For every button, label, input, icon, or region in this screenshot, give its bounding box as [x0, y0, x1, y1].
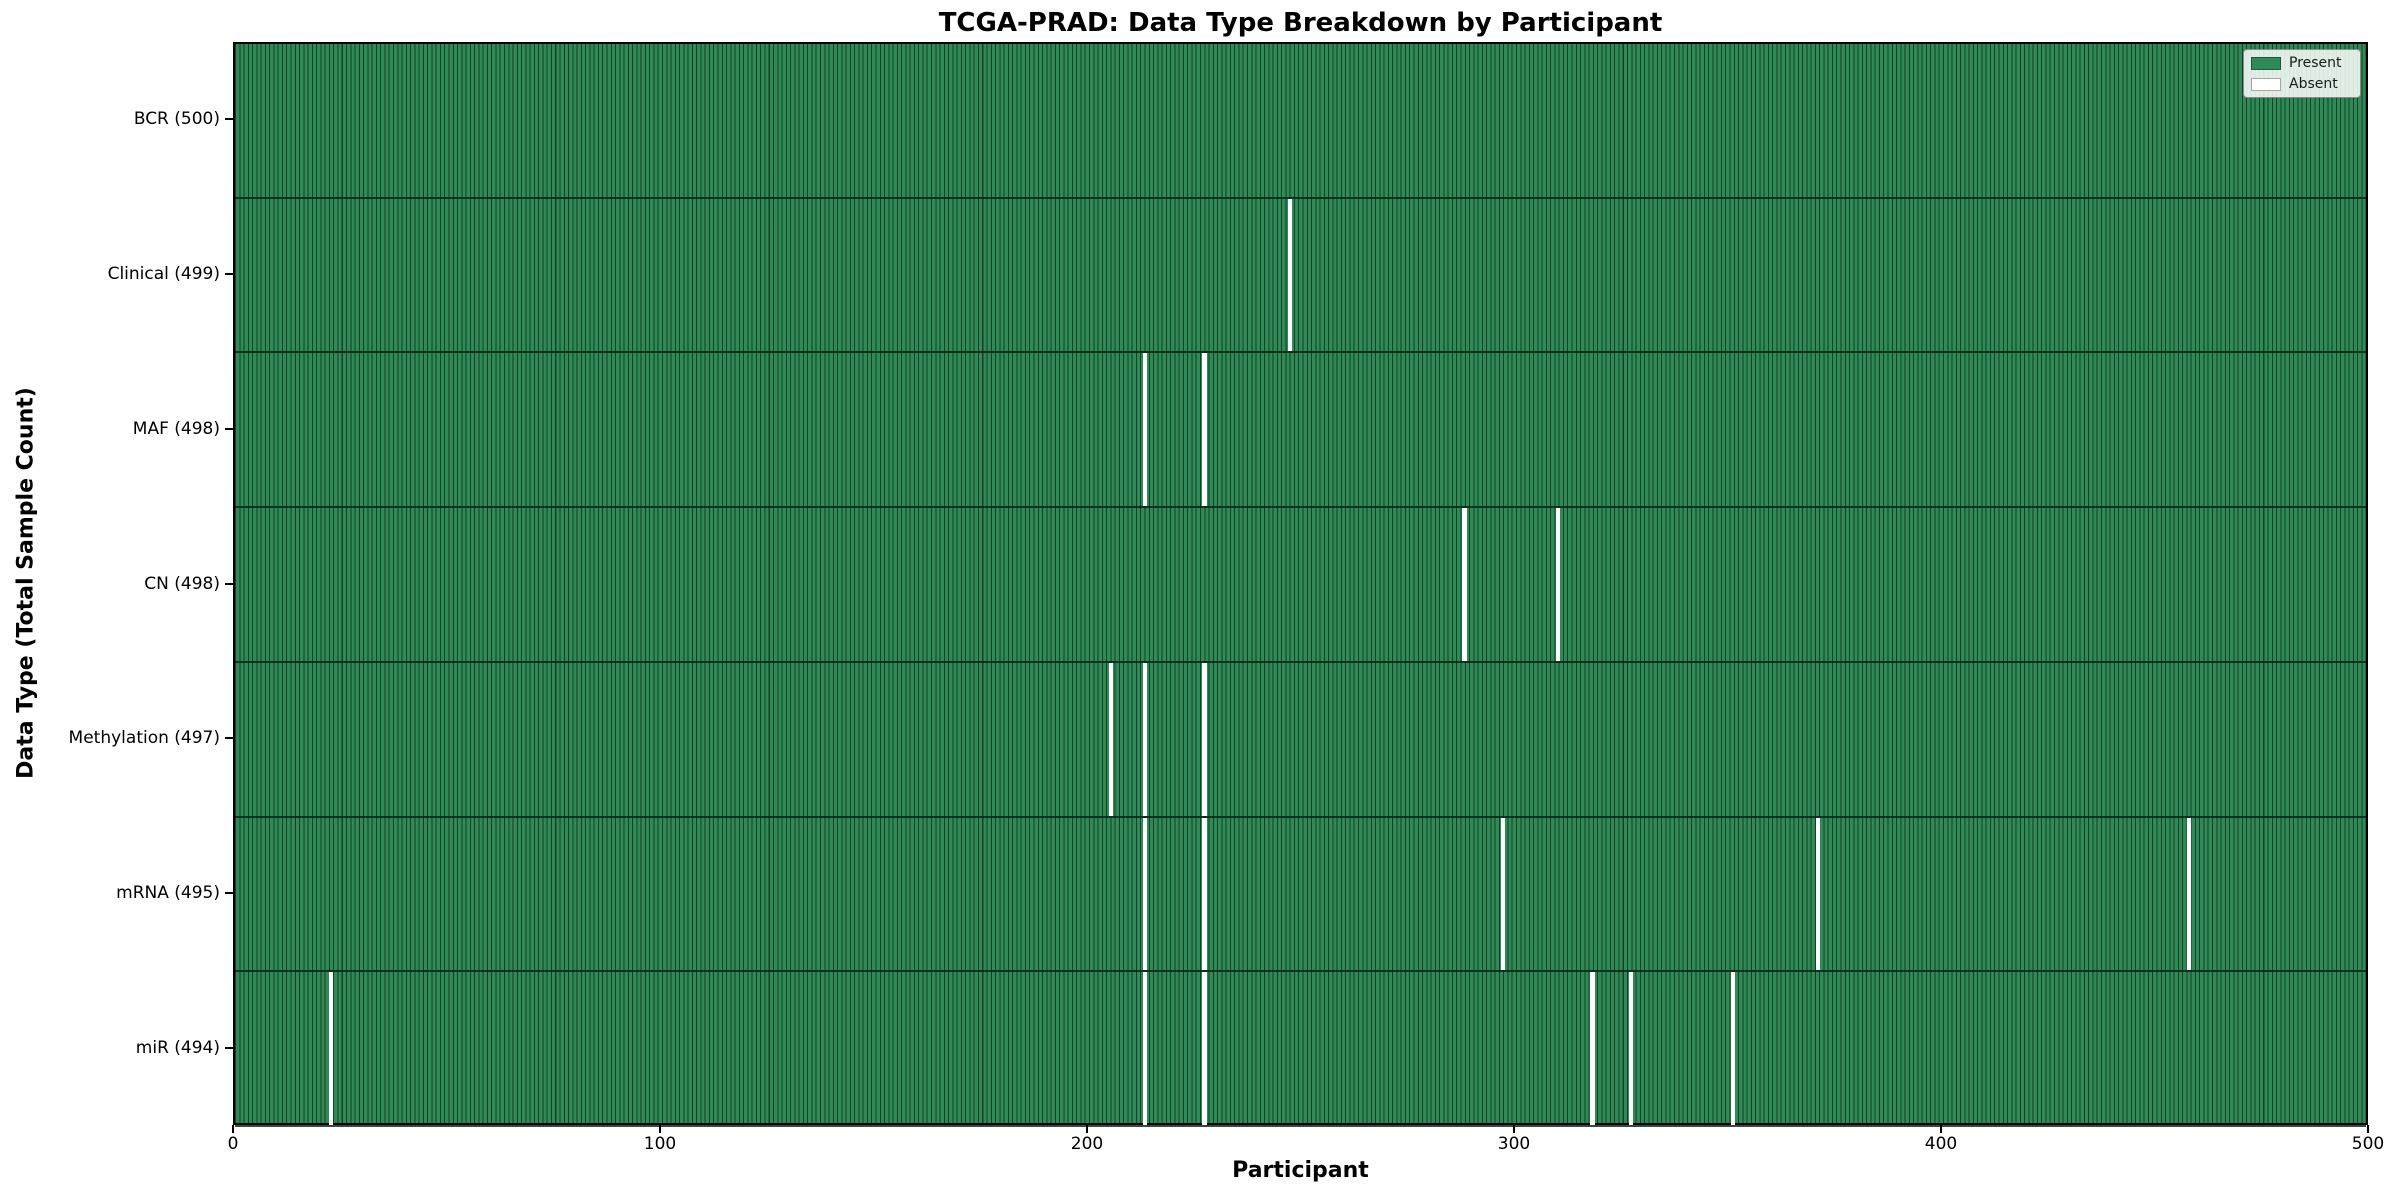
y-tick-mark: [225, 427, 233, 430]
y-tick-label: Methylation (497): [68, 728, 220, 749]
absent-cell: [1500, 817, 1506, 971]
y-axis-label: Data Type (Total Sample Count): [13, 387, 39, 779]
absent-cell: [1628, 972, 1633, 1125]
absent-cell: [1590, 972, 1595, 1125]
legend-item-present: Present: [2251, 55, 2353, 71]
x-tick-label: 400: [1924, 1134, 1958, 1154]
heatmap-row-bcr: [235, 44, 2366, 199]
legend: Present Absent: [2243, 49, 2361, 98]
x-axis-label: Participant: [1232, 1158, 1369, 1183]
absent-cell: [1142, 817, 1148, 971]
y-tick-mark: [225, 582, 233, 585]
legend-label-present: Present: [2289, 55, 2342, 71]
absent-cell: [1202, 972, 1207, 1125]
legend-label-absent: Absent: [2289, 76, 2338, 92]
y-tick-mark: [225, 118, 233, 121]
absent-cell: [1202, 662, 1207, 816]
heatmap-row-maf: [235, 353, 2366, 509]
heatmap-row-clinical: [235, 198, 2366, 354]
y-tick-mark: [225, 891, 233, 894]
y-tick-mark: [225, 1046, 233, 1049]
x-tick-mark: [2367, 1125, 2369, 1133]
absent-cell: [1287, 198, 1292, 352]
x-tick-mark: [659, 1125, 661, 1133]
x-tick-mark: [1513, 1125, 1515, 1133]
absent-cell: [2186, 817, 2192, 971]
x-tick-label: 500: [2351, 1134, 2385, 1154]
x-tick-label: 200: [1070, 1134, 1104, 1154]
y-tick-label: mRNA (495): [116, 882, 220, 903]
absent-cell: [1142, 972, 1148, 1125]
heatmap-row-methylation: [235, 662, 2366, 818]
absent-cell: [1202, 353, 1207, 507]
y-tick-label: BCR (500): [133, 109, 220, 130]
absent-cell: [1462, 508, 1467, 661]
absent-cell: [1556, 508, 1561, 661]
absent-swatch-icon: [2251, 77, 2281, 91]
absent-cell: [1142, 353, 1148, 507]
absent-cell: [1108, 662, 1113, 816]
plot-area: Present Absent: [233, 42, 2368, 1127]
absent-cell: [1142, 662, 1148, 816]
y-tick-label: MAF (498): [132, 418, 220, 439]
y-tick-label: Clinical (499): [107, 264, 220, 285]
heatmap-row-mrna: [235, 817, 2366, 973]
x-tick-mark: [1940, 1125, 1942, 1133]
x-tick-mark: [232, 1125, 234, 1133]
heatmap-row-cn: [235, 508, 2366, 663]
absent-cell: [1202, 817, 1207, 971]
legend-item-absent: Absent: [2251, 76, 2353, 92]
absent-cell: [1730, 972, 1736, 1125]
chart-title: TCGA-PRAD: Data Type Breakdown by Partic…: [938, 8, 1663, 38]
x-tick-mark: [1086, 1125, 1088, 1133]
y-tick-label: CN (498): [144, 573, 220, 594]
absent-cell: [1816, 817, 1821, 971]
absent-cell: [328, 972, 333, 1125]
y-tick-label: miR (494): [135, 1037, 220, 1058]
y-tick-mark: [225, 737, 233, 740]
y-tick-mark: [225, 273, 233, 276]
x-tick-label: 0: [227, 1134, 239, 1154]
present-swatch-icon: [2251, 56, 2281, 70]
heatmap-row-mir: [235, 972, 2366, 1127]
x-tick-label: 100: [643, 1134, 677, 1154]
x-tick-label: 300: [1497, 1134, 1531, 1154]
